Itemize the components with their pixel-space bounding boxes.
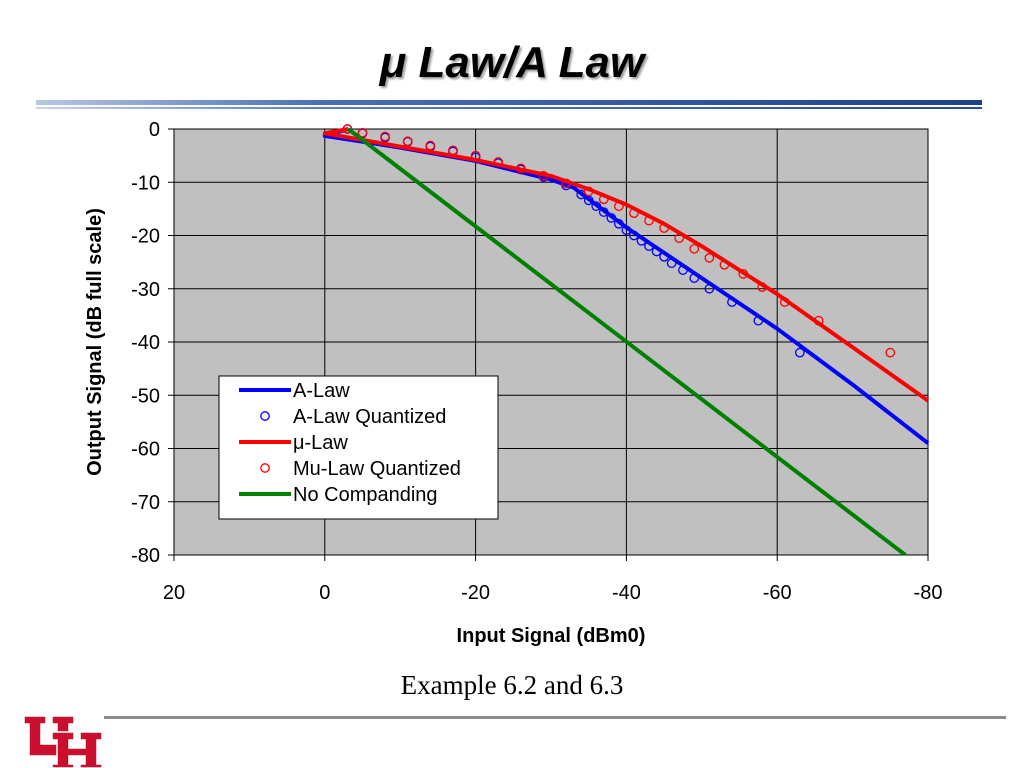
x-axis-label: Input Signal (dBm0) (457, 625, 646, 647)
data-point-mu-law-quantized (448, 145, 458, 156)
series-no-companding (346, 127, 907, 555)
data-point-mu-law-quantized (583, 186, 594, 197)
legend-entry: μ-Law (293, 432, 348, 454)
data-point-a-law-quantized (666, 258, 677, 269)
data-point-a-law-quantized (644, 241, 654, 251)
data-point-a-law-quantized (753, 315, 764, 326)
legend-entry: A-Law Quantized (293, 406, 446, 428)
y-axis-label: Output Signal (dB full scale) (84, 208, 106, 476)
slide-title-text: μ Law/A Law (379, 38, 645, 87)
chart-legend: A-Law A-Law Quantized μ-Law Mu-Law Quantize… (218, 375, 499, 520)
grid-lines (168, 128, 929, 561)
data-point-mu-law-quantized (614, 201, 624, 212)
series-mu-law-quantized (342, 124, 896, 358)
uh-logo-icon (23, 715, 103, 768)
data-point-mu-law-quantized (644, 215, 654, 226)
y-tick-label: -10 (131, 172, 160, 194)
data-point-a-law-quantized (678, 265, 688, 275)
y-tick-label: 0 (149, 119, 160, 141)
data-point-mu-law-quantized (719, 259, 730, 270)
data-point-mu-law-quantized (538, 171, 549, 181)
data-point-mu-law-quantized (515, 163, 526, 174)
legend-box (218, 375, 499, 520)
data-point-a-law-quantized (689, 273, 700, 283)
data-point-a-law-quantized (659, 251, 669, 262)
data-point-mu-law-quantized (629, 208, 639, 218)
y-tick-label: -80 (131, 545, 160, 567)
data-point-a-law-quantized (727, 297, 737, 307)
x-tick-label: -80 (914, 582, 943, 604)
slide-caption: Example 6.2 and 6.3 (400, 670, 624, 700)
data-point-a-law-quantized (614, 218, 624, 229)
data-point-mu-law-quantized (598, 194, 609, 205)
y-tick-labels: 0 -10 -20 -30 -40 -50 -60 -70 -80 (131, 119, 160, 567)
data-point-a-law-quantized (606, 213, 617, 223)
x-tick-label: 0 (319, 582, 330, 604)
data-point-mu-law-quantized (380, 131, 390, 142)
data-point-mu-law-quantized (561, 178, 571, 189)
data-point-mu-law-quantized (704, 253, 715, 263)
title-divider-bottom (36, 107, 982, 109)
data-point-a-law-quantized (651, 246, 662, 257)
legend-entry: No Companding (293, 484, 438, 506)
x-tick-label: 20 (163, 582, 185, 604)
data-point-mu-law-quantized (425, 140, 436, 151)
legend-swatch-marker (260, 463, 270, 473)
y-tick-label: -50 (131, 385, 160, 407)
y-tick-label: -30 (131, 279, 160, 301)
slide-title: μ Law/A Law (0, 38, 1024, 88)
data-point-a-law-quantized (704, 283, 715, 294)
data-point-a-law-quantized (598, 207, 609, 217)
y-tick-label: -40 (131, 332, 160, 354)
data-point-a-law-quantized (636, 235, 647, 246)
data-point-a-law-quantized (629, 230, 639, 241)
data-point-mu-law-quantized (738, 268, 749, 279)
logo-letter-h (51, 731, 103, 768)
university-logo: UH (23, 715, 103, 768)
data-point-mu-law-quantized (659, 223, 669, 233)
series-layer (322, 124, 930, 555)
data-point-mu-law-quantized (493, 157, 504, 167)
y-tick-label: -60 (131, 439, 160, 461)
title-divider-top (36, 100, 982, 105)
data-point-mu-law-quantized (342, 124, 353, 134)
data-point-mu-law-quantized (757, 282, 767, 293)
x-tick-label: -60 (763, 582, 792, 604)
legend-swatch-marker (260, 411, 270, 421)
x-tick-label: -40 (612, 582, 641, 604)
data-point-mu-law-quantized (779, 297, 790, 307)
data-point-a-law-quantized (591, 201, 602, 212)
data-point-mu-law-quantized (402, 136, 413, 147)
y-tick-label: -20 (131, 226, 160, 248)
data-point-mu-law-quantized (357, 127, 368, 138)
series-line-no-companding (346, 127, 907, 555)
x-tick-labels: 20 0 -20 -40 -60 -80 (163, 582, 943, 604)
data-point-a-law-quantized (621, 225, 632, 236)
footer-divider (104, 716, 1006, 719)
legend-entry: Mu-Law Quantized (293, 458, 461, 480)
data-point-a-law-quantized (583, 195, 594, 206)
data-point-mu-law-quantized (689, 243, 700, 254)
data-point-mu-law-quantized (813, 315, 824, 326)
data-point-a-law-quantized (794, 347, 805, 358)
y-tick-label: -70 (131, 492, 160, 514)
x-tick-label: -20 (461, 582, 490, 604)
data-point-mu-law-quantized (674, 233, 685, 244)
data-point-mu-law-quantized (470, 150, 481, 161)
legend-entry: A-Law (293, 380, 350, 402)
data-point-mu-law-quantized (885, 347, 896, 358)
